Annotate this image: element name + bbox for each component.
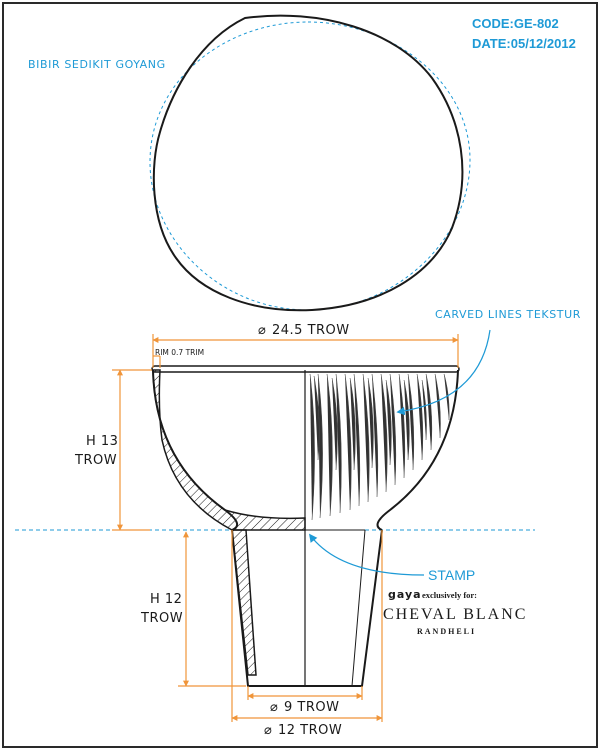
logo-brand-small: gaya (388, 588, 422, 601)
foot-outline (231, 529, 383, 687)
base-inner-diameter-label: 9 TROW (284, 700, 339, 715)
product-code: CODE:GE-802 (472, 16, 559, 31)
top-view: BIBIR SEDIKIT GOYANG (28, 14, 471, 312)
rim-note: RIM 0.7 TRIM (155, 348, 204, 357)
bowl-wall-section (152, 369, 306, 531)
bowl-outline (152, 369, 459, 531)
section-view (151, 365, 460, 687)
stamp-note: STAMP (428, 567, 475, 583)
foot-height-label: H 12 (150, 592, 182, 607)
texture-note: CARVED LINES TEKSTUR (435, 308, 581, 321)
stamp-logo: gaya exclusively for: CHEVAL BLANC RANDH… (383, 588, 527, 636)
base-outer-diameter-label: 12 TROW (278, 723, 342, 738)
texture-leader (396, 329, 491, 416)
logo-brand-main: CHEVAL BLANC (383, 606, 527, 623)
top-view-outline (152, 14, 464, 312)
base-outer-diameter-symbol: ⌀ (264, 723, 272, 738)
dimensions (112, 334, 459, 722)
base-inner-diameter-symbol: ⌀ (270, 700, 278, 715)
logo-location: RANDHELI (417, 627, 476, 636)
stamp-leader (308, 533, 425, 576)
bowl-height-unit: TROW (74, 453, 117, 468)
top-diameter-label: 24.5 TROW (272, 323, 350, 338)
carved-lines-texture (309, 373, 450, 521)
drawing-date: DATE:05/12/2012 (472, 36, 576, 51)
foot-inner-right (351, 529, 366, 687)
foot-height-unit: TROW (140, 611, 183, 626)
top-view-note: BIBIR SEDIKIT GOYANG (28, 58, 166, 71)
logo-exclusive: exclusively for: (422, 590, 477, 600)
top-view-ideal-circle (149, 21, 471, 311)
top-diameter-symbol: ⌀ (258, 323, 266, 338)
bowl-height-label: H 13 (86, 434, 118, 449)
